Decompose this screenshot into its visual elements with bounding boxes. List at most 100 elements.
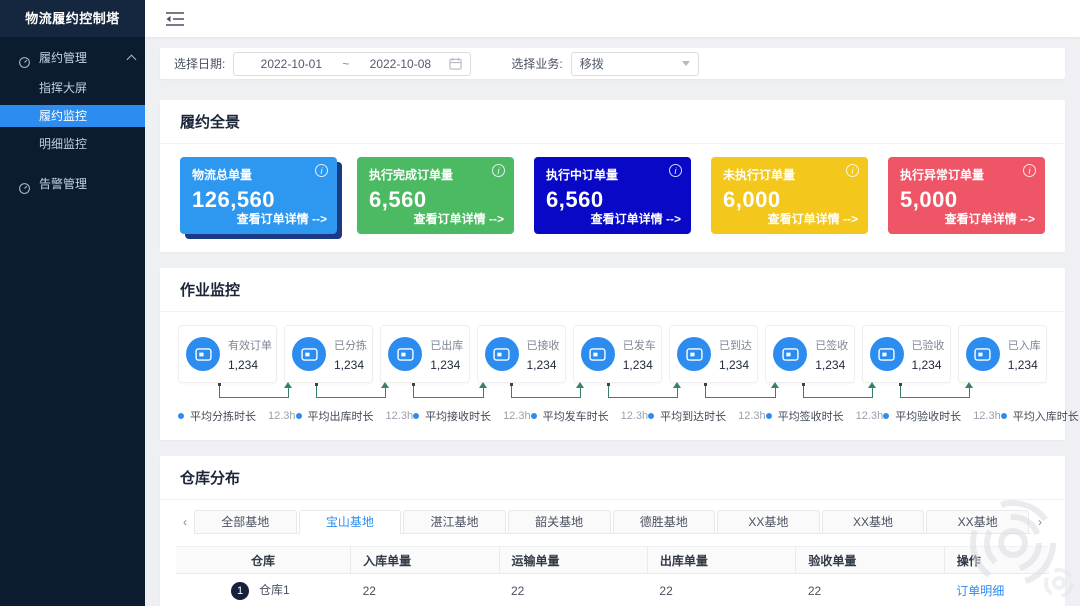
date-end[interactable]: 2022-10-08: [369, 56, 432, 71]
outbound-value: 22: [647, 573, 796, 606]
duration-item: 平均验收时长 12.3h: [883, 408, 1001, 424]
order-detail-link[interactable]: 订单明细: [956, 584, 1005, 598]
warehouse-section: 仓库分布 ‹ 全部基地 宝山基地 湛江基地 韶关基地 德胜基地 XX基地 XX基…: [160, 456, 1065, 606]
menu-fold-icon[interactable]: [165, 11, 185, 27]
kpi-detail-link[interactable]: 查看订单详情 -->: [767, 212, 858, 226]
step-valid-orders: 有效订单 1,234: [178, 325, 277, 383]
connector-arrow: [217, 382, 293, 398]
caret-down-icon: [681, 61, 690, 66]
row-index-badge: 1: [231, 582, 249, 600]
warehouse-name: 仓库1: [259, 583, 290, 597]
connector-arrow: [898, 382, 974, 398]
kpi-card-executing-orders[interactable]: 执行中订单量 i 6,560 查看订单详情 -->: [534, 157, 691, 234]
kpi-detail-link[interactable]: 查看订单详情 -->: [413, 212, 504, 226]
step-outbound: 已出库 1,234: [380, 325, 470, 383]
tab-all-bases[interactable]: 全部基地: [194, 510, 297, 533]
tab-desheng-base[interactable]: 德胜基地: [612, 510, 716, 533]
kpi-detail-link[interactable]: 查看订单详情 -->: [944, 212, 1035, 226]
tabs-next-arrow[interactable]: ›: [1038, 515, 1042, 529]
date-separator: ~: [342, 56, 350, 71]
table-header-row: 仓库 入库单量 运输单量 出库单量 验收单量 操作: [176, 546, 1049, 574]
sidebar-group-label: 履约管理: [39, 51, 88, 65]
info-icon[interactable]: i: [1023, 164, 1036, 177]
order-card-icon: [869, 337, 904, 371]
step-value: 1,234: [430, 357, 461, 372]
order-card-icon: [388, 337, 423, 371]
step-label: 已到达: [719, 339, 752, 352]
connector-arrow: [801, 382, 877, 398]
transport-value: 22: [499, 573, 648, 606]
info-icon[interactable]: i: [669, 164, 682, 177]
duration-value: 12.3h: [738, 410, 766, 422]
duration-item: 平均发车时长 12.3h: [530, 408, 649, 424]
sidebar-group-alert[interactable]: 告警管理: [0, 171, 145, 197]
bullet-dot-icon: [295, 413, 302, 419]
duration-value: 12.3h: [268, 410, 296, 422]
duration-item: 平均分拣时长 12.3h: [178, 408, 296, 424]
order-card-icon: [677, 337, 711, 371]
steps-row: 有效订单 1,234 已分拣 1,234 已出库 1,234 已接收 1,234 已发车…: [178, 325, 1047, 383]
bullet-dot-icon: [1000, 413, 1007, 419]
step-sorted: 已分拣 1,234: [284, 325, 374, 383]
info-icon[interactable]: i: [846, 164, 859, 177]
duration-item: 平均入库时长12.3h: [1000, 408, 1080, 424]
business-select[interactable]: 移拨: [570, 51, 699, 76]
tab-baoshan-base[interactable]: 宝山基地: [298, 510, 402, 534]
kpi-card-pending-orders[interactable]: 未执行订单量 i 6,000 查看订单详情 -->: [711, 157, 868, 234]
kpi-value: 126,560: [192, 187, 276, 212]
base-tabs: 全部基地 宝山基地 湛江基地 韶关基地 德胜基地 XX基地 XX基地 XX基地: [194, 510, 1031, 534]
duration-value: 12.3h: [855, 410, 884, 422]
step-label: 已出库: [430, 339, 464, 352]
tab-xx-base-2[interactable]: XX基地: [821, 510, 925, 533]
info-icon[interactable]: i: [315, 164, 328, 177]
bullet-dot-icon: [530, 413, 537, 419]
kpi-card-completed-orders[interactable]: 执行完成订单量 i 6,560 查看订单详情 -->: [357, 157, 514, 234]
duration-item: 平均接收时长 12.3h: [413, 408, 531, 424]
sidebar-item-fulfillment-monitor[interactable]: 履约监控: [0, 105, 145, 127]
bullet-dot-icon: [883, 413, 890, 419]
info-icon[interactable]: i: [492, 164, 505, 177]
duration-label: 平均入库时长: [1012, 411, 1079, 423]
sidebar-item-detail-monitor[interactable]: 明细监控: [39, 137, 88, 151]
duration-label: 平均签收时长: [777, 411, 844, 423]
step-label: 已接收: [526, 339, 560, 352]
sidebar-item-command-screen[interactable]: 指挥大屏: [39, 81, 88, 95]
col-warehouse: 仓库: [176, 546, 352, 574]
jobs-title: 作业监控: [160, 268, 1065, 312]
tab-xx-base-1[interactable]: XX基地: [717, 510, 820, 533]
step-arrived: 已到达 1,234: [669, 325, 759, 383]
kpi-detail-link[interactable]: 查看订单详情 -->: [590, 212, 681, 226]
date-start[interactable]: 2022-10-01: [260, 56, 323, 71]
connector-arrow: [412, 382, 488, 398]
step-label: 已分拣: [334, 339, 367, 352]
col-action: 操作: [944, 546, 1049, 574]
step-label: 有效订单: [228, 339, 272, 352]
step-connectors: [178, 382, 1047, 401]
bullet-dot-icon: [765, 413, 772, 419]
order-card-icon: [292, 337, 326, 371]
step-value: 1,234: [622, 357, 653, 372]
date-range-picker[interactable]: 2022-10-01 ~ 2022-10-08: [233, 51, 472, 76]
tab-xx-base-3[interactable]: XX基地: [926, 510, 1029, 533]
order-card-icon: [965, 337, 1000, 371]
kpi-card-abnormal-orders[interactable]: 执行异常订单量 i 5,000 查看订单详情 -->: [888, 157, 1045, 234]
order-card-icon: [186, 337, 220, 371]
duration-value: 12.3h: [620, 410, 649, 422]
order-card-icon: [773, 337, 808, 371]
warehouse-title: 仓库分布: [160, 456, 1065, 500]
tab-zhanjiang-base[interactable]: 湛江基地: [403, 510, 506, 533]
tabs-prev-arrow[interactable]: ‹: [183, 515, 187, 529]
step-value: 1,234: [1007, 357, 1038, 372]
kpi-card-total-orders[interactable]: 物流总单量 i 126,560 查看订单详情 -->: [180, 157, 337, 234]
step-label: 已验收: [911, 339, 945, 352]
col-outbound: 出库单量: [647, 546, 797, 574]
inbound-value: 22: [350, 573, 499, 606]
kpi-detail-link[interactable]: 查看订单详情 -->: [236, 212, 327, 226]
sidebar-group-fulfillment[interactable]: 履约管理: [0, 45, 145, 71]
step-accepted: 已验收 1,234: [861, 325, 951, 383]
tab-shaoguan-base[interactable]: 韶关基地: [507, 510, 611, 533]
step-label: 已签收: [815, 339, 849, 352]
col-accept: 验收单量: [795, 546, 945, 574]
overview-section: 履约全景 物流总单量 i 126,560 查看订单详情 --> 执行完成订单量 …: [160, 100, 1065, 252]
order-card-icon: [484, 337, 519, 371]
